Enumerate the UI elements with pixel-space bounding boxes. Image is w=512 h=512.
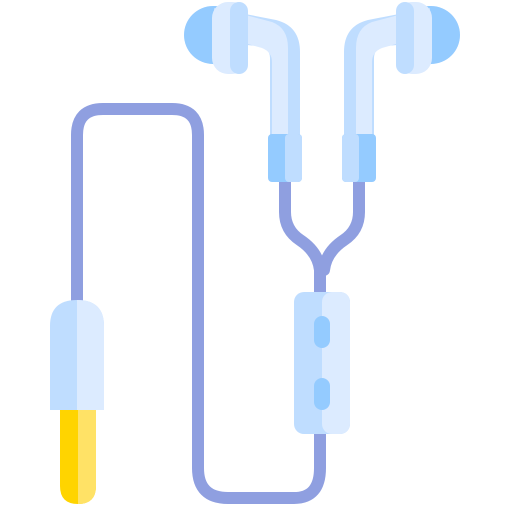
right-earbud-inner-rim-shade [396,2,414,74]
right-earbud-stem-highlight [342,134,359,182]
left-earbud-inner-rim-shade [230,2,248,74]
audio-jack [50,300,104,504]
jack-tip-highlight [78,404,96,504]
left-earbud-body-highlight [234,12,288,140]
inline-remote [294,292,350,434]
cable [71,103,365,504]
left-earbud-stem-highlight [285,134,302,182]
cable-split-right [318,172,365,276]
cable-split-left [279,172,326,296]
left-earbud [184,2,302,182]
jack-housing-highlight [77,300,104,410]
remote-body-highlight [322,292,350,434]
remote-volume-down-button [314,378,330,410]
right-earbud-body-highlight [356,12,410,140]
cable-main-loop [71,103,326,504]
right-earbud [342,2,460,182]
remote-volume-up-button [314,316,330,348]
